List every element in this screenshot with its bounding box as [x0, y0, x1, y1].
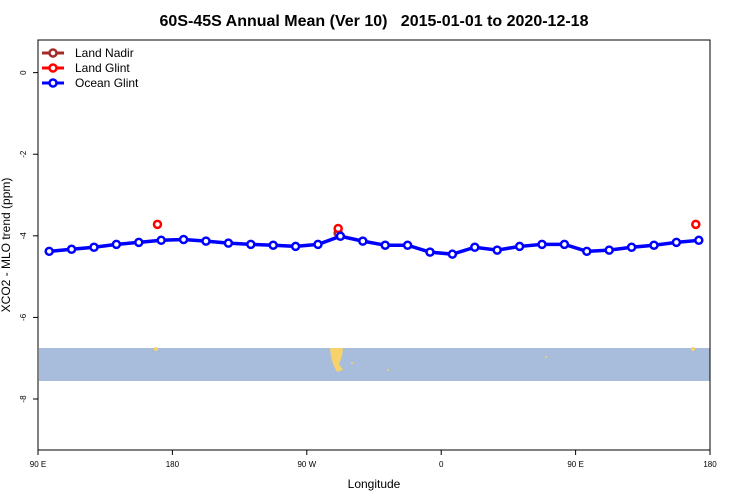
- map-band: [39, 347, 710, 381]
- point: [201, 236, 211, 246]
- land: [691, 347, 695, 351]
- point: [246, 239, 256, 250]
- y-tick-label: -2: [19, 150, 28, 158]
- x-tick-label: 180: [166, 460, 180, 469]
- legend-marker: [48, 78, 58, 88]
- point: [178, 234, 189, 245]
- point: [152, 219, 163, 230]
- land: [154, 347, 158, 351]
- point: [111, 239, 122, 250]
- point: [447, 249, 458, 259]
- point: [671, 237, 682, 248]
- point: [694, 235, 704, 246]
- land: [387, 369, 389, 371]
- point: [358, 236, 368, 246]
- x-tick-label: 90 E: [567, 460, 583, 469]
- point: [425, 247, 435, 257]
- point: [380, 240, 390, 250]
- point: [559, 239, 570, 250]
- point: [604, 245, 614, 255]
- point: [268, 240, 278, 250]
- point: [470, 242, 480, 252]
- series-line: [49, 234, 699, 256]
- legend-marker: [48, 48, 58, 58]
- y-tick-label: -4: [19, 232, 28, 240]
- point: [402, 240, 413, 250]
- point: [290, 241, 301, 252]
- point: [514, 241, 525, 252]
- plot-frame: [37, 39, 711, 451]
- land: [330, 348, 343, 372]
- point: [66, 244, 77, 255]
- point: [626, 242, 637, 252]
- y-tick-label: 0: [19, 70, 28, 75]
- point: [582, 246, 592, 257]
- point: [223, 238, 234, 248]
- legend-label: Ocean Glint: [75, 76, 139, 90]
- y-axis-label: XCO2 - MLO trend (ppm): [0, 178, 13, 313]
- x-tick-label: 0: [439, 460, 444, 469]
- point: [156, 235, 166, 246]
- legend-label: Land Glint: [75, 61, 130, 75]
- point: [313, 239, 323, 250]
- legend-label: Land Nadir: [75, 46, 134, 60]
- x-tick-label: 90 W: [297, 460, 316, 469]
- point: [335, 231, 346, 241]
- point: [89, 242, 99, 252]
- land: [351, 362, 353, 364]
- point: [492, 245, 502, 255]
- chart-title: 60S-45S Annual Mean (Ver 10) 2015-01-01 …: [160, 13, 589, 30]
- y-tick-label: -6: [19, 313, 28, 321]
- point: [537, 239, 547, 250]
- x-tick-label: 180: [703, 460, 717, 469]
- point: [44, 246, 54, 257]
- y-tick-label: -8: [19, 395, 28, 403]
- point: [649, 240, 659, 250]
- land: [545, 356, 547, 358]
- legend-marker: [48, 63, 58, 73]
- point: [691, 219, 701, 230]
- x-axis-label: Longitude: [348, 477, 401, 491]
- x-tick-label: 90 E: [30, 460, 46, 469]
- point: [333, 223, 343, 234]
- ocean-band: [39, 348, 710, 381]
- point: [134, 237, 144, 248]
